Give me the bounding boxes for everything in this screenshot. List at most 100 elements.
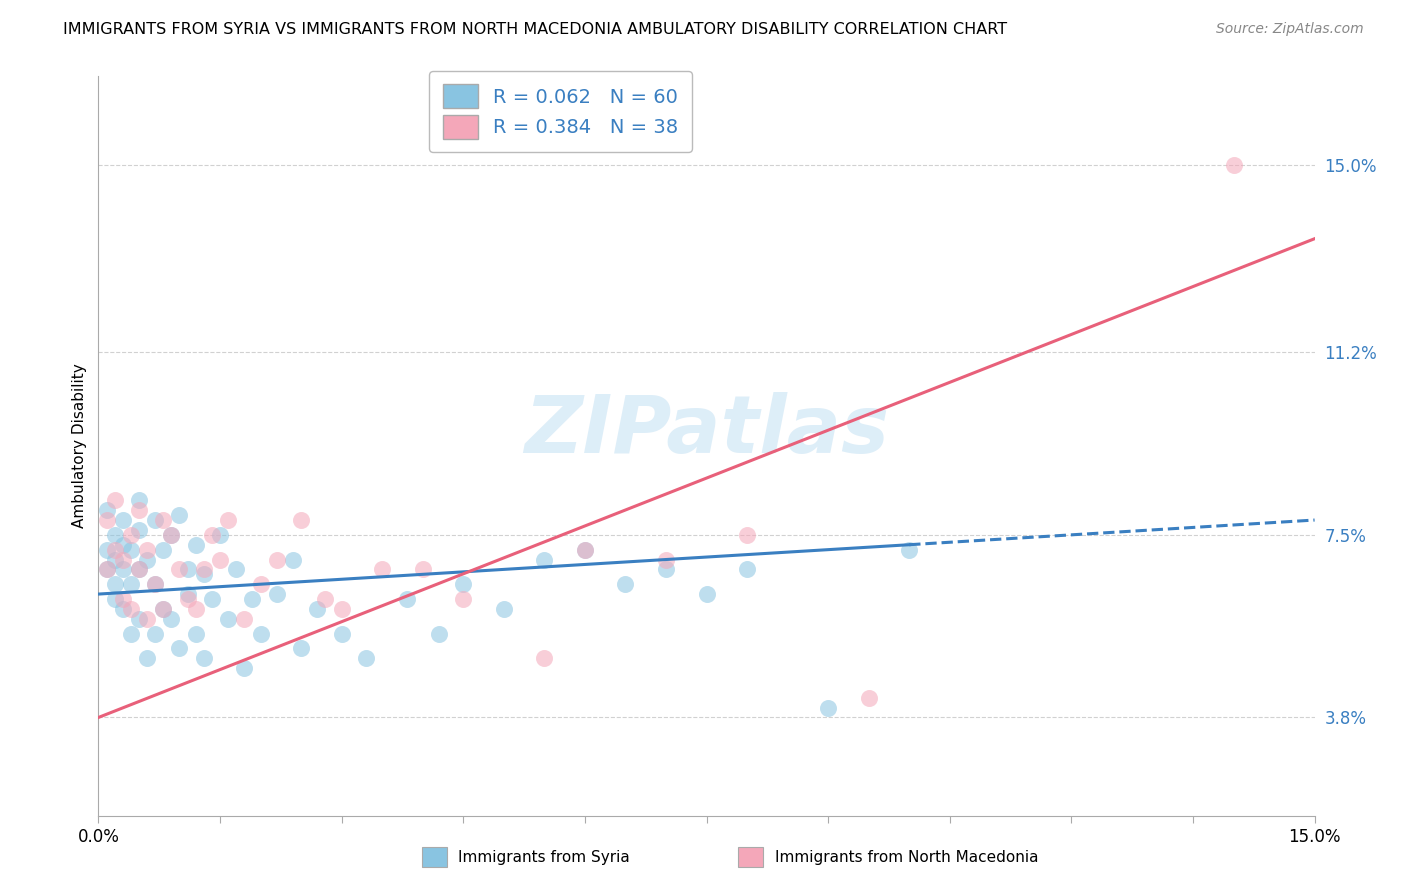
Point (395, 592, 418, 607)
Point (233, 612, 256, 626)
Point (655, 552, 678, 566)
Point (574, 542, 596, 557)
Point (201, 528, 224, 542)
Point (128, 562, 150, 576)
Point (104, 542, 127, 557)
Point (492, 602, 515, 616)
Point (111, 513, 134, 527)
Text: Immigrants from North Macedonia: Immigrants from North Macedonia (775, 850, 1038, 864)
Point (696, 587, 718, 601)
Point (314, 592, 336, 607)
Point (136, 612, 159, 626)
Point (330, 602, 353, 616)
Text: IMMIGRANTS FROM SYRIA VS IMMIGRANTS FROM NORTH MACEDONIA AMBULATORY DISABILITY C: IMMIGRANTS FROM SYRIA VS IMMIGRANTS FROM… (63, 22, 1007, 37)
Point (128, 612, 150, 626)
Point (104, 577, 127, 591)
Point (160, 612, 183, 626)
Point (176, 587, 198, 601)
Point (184, 602, 207, 616)
Point (412, 562, 434, 576)
Point (143, 577, 166, 591)
Point (128, 562, 150, 576)
Point (111, 592, 134, 607)
Point (184, 626, 207, 640)
Point (233, 661, 256, 675)
Point (453, 577, 475, 591)
Point (104, 552, 127, 566)
Point (898, 542, 921, 557)
Point (217, 513, 239, 527)
Point (290, 513, 312, 527)
Text: ZIPatlas: ZIPatlas (524, 392, 889, 470)
Point (120, 542, 142, 557)
Point (96, 503, 118, 517)
Point (160, 528, 183, 542)
Point (143, 513, 166, 527)
Bar (738, 847, 763, 867)
Point (354, 651, 377, 665)
Point (371, 562, 394, 576)
Point (193, 567, 215, 582)
Point (143, 577, 166, 591)
Point (225, 562, 247, 576)
Point (143, 626, 166, 640)
Point (817, 700, 839, 714)
Point (735, 528, 758, 542)
Point (152, 602, 174, 616)
Point (152, 602, 174, 616)
Bar (422, 847, 447, 867)
Point (120, 602, 142, 616)
Point (266, 587, 288, 601)
Point (330, 626, 353, 640)
Point (201, 592, 224, 607)
Point (290, 641, 312, 656)
Point (249, 577, 271, 591)
Point (176, 562, 198, 576)
Point (136, 651, 159, 665)
Text: Source: ZipAtlas.com: Source: ZipAtlas.com (1216, 22, 1364, 37)
Point (96, 562, 118, 576)
Point (128, 493, 150, 508)
Y-axis label: Ambulatory Disability: Ambulatory Disability (72, 364, 87, 528)
Text: Immigrants from Syria: Immigrants from Syria (458, 850, 630, 864)
Point (120, 626, 142, 640)
Point (655, 562, 678, 576)
Point (111, 602, 134, 616)
Point (533, 552, 555, 566)
Point (217, 612, 239, 626)
Point (249, 626, 271, 640)
Point (184, 538, 207, 552)
Point (120, 577, 142, 591)
Legend: R = 0.062   N = 60, R = 0.384   N = 38: R = 0.062 N = 60, R = 0.384 N = 38 (429, 70, 692, 153)
Point (104, 592, 127, 607)
Point (735, 562, 758, 576)
Point (152, 542, 174, 557)
Point (96, 542, 118, 557)
Point (533, 651, 555, 665)
Point (169, 508, 191, 522)
Point (307, 602, 329, 616)
Point (1222, 158, 1244, 172)
Point (176, 592, 198, 607)
Point (104, 493, 127, 508)
Point (96, 513, 118, 527)
Point (104, 528, 127, 542)
Point (193, 651, 215, 665)
Point (574, 542, 596, 557)
Point (281, 552, 304, 566)
Point (193, 562, 215, 576)
Point (128, 523, 150, 537)
Point (242, 592, 264, 607)
Point (111, 562, 134, 576)
Point (111, 552, 134, 566)
Point (209, 552, 232, 566)
Point (120, 528, 142, 542)
Point (266, 552, 288, 566)
Point (169, 562, 191, 576)
Point (111, 538, 134, 552)
Point (136, 542, 159, 557)
Point (427, 626, 450, 640)
Point (858, 690, 880, 705)
Point (128, 503, 150, 517)
Point (169, 641, 191, 656)
